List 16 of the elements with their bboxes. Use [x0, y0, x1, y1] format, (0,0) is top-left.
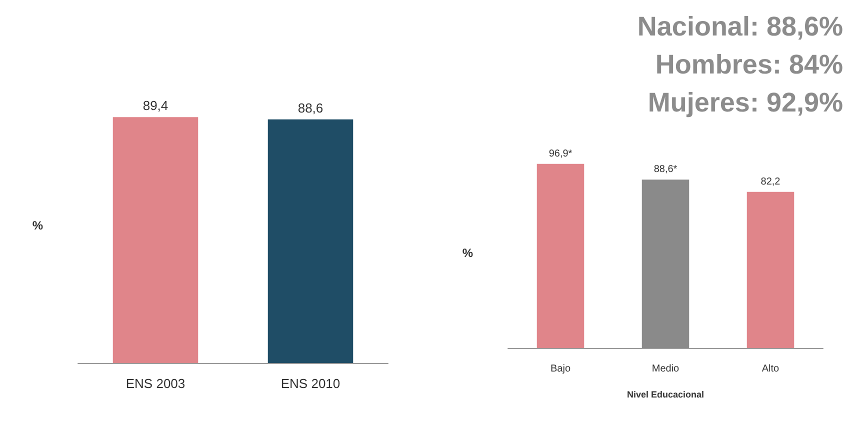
- x-tick-label: Alto: [762, 364, 780, 374]
- data-label: 96,9*: [548, 148, 572, 160]
- data-label: 88,6: [298, 100, 324, 116]
- x-tick-label: Bajo: [550, 364, 571, 374]
- text: Mujeres: 92,9%: [648, 88, 844, 118]
- x-tick-label: ENS 2003: [126, 376, 186, 391]
- data-label: 82,2: [760, 176, 781, 188]
- text: Hombres: 84%: [655, 50, 844, 80]
- x-tick-label: Medio: [652, 364, 680, 374]
- text: Nacional: 88,6%: [637, 12, 844, 42]
- y-axis-title: %: [462, 246, 474, 260]
- data-label: 88,6*: [654, 164, 678, 176]
- x-tick-label: ENS 2010: [280, 376, 340, 391]
- data-label: 89,4: [142, 98, 168, 114]
- x-axis-title: Nivel Educacional: [626, 390, 704, 400]
- y-axis-title: %: [32, 218, 44, 232]
